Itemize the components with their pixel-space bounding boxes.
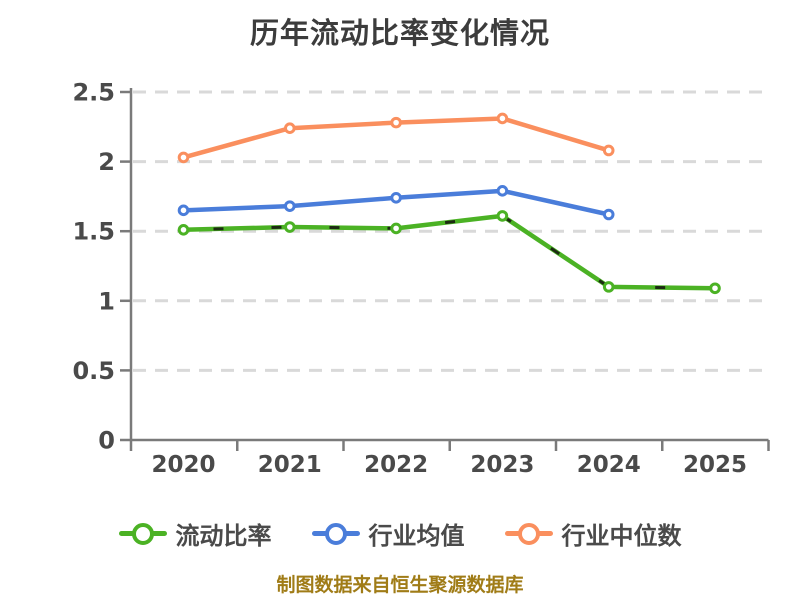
data-point-industry-median xyxy=(496,112,509,125)
x-tick-label: 2024 xyxy=(577,452,641,478)
legend-label: 行业均值 xyxy=(368,522,465,550)
data-point-industry-mean xyxy=(177,204,190,217)
legend-circle-swatch xyxy=(324,522,347,545)
x-tick-label: 2025 xyxy=(683,452,747,478)
y-tick-label: 1.5 xyxy=(72,218,115,246)
legend-item-industry-median: 行业中位数 xyxy=(504,516,682,551)
chart-title: 历年流动比率变化情况 xyxy=(249,16,550,50)
data-point-current-ratio xyxy=(390,222,402,235)
x-tick-label: 2023 xyxy=(470,452,534,478)
data-source-note: 制图数据来自恒生聚源数据库 xyxy=(276,574,524,596)
data-point-current-ratio xyxy=(177,224,190,236)
legend-circle-swatch xyxy=(517,522,540,545)
data-point-industry-median xyxy=(390,116,402,129)
data-point-industry-mean xyxy=(602,208,615,221)
data-point-industry-median xyxy=(284,122,296,134)
legend-circle-swatch xyxy=(131,522,154,545)
data-point-current-ratio xyxy=(496,210,509,222)
line-circle-marker-icon xyxy=(504,522,553,545)
x-tick-label: 2022 xyxy=(364,452,428,478)
line-circle-marker-icon xyxy=(311,522,360,545)
y-tick-label: 2.5 xyxy=(72,79,115,107)
x-tick-label: 2020 xyxy=(151,452,215,478)
y-tick-label: 2 xyxy=(98,148,115,176)
series-line-dash-overlay xyxy=(183,214,716,290)
data-point-current-ratio xyxy=(284,221,296,233)
legend-label: 行业中位数 xyxy=(561,522,682,550)
y-tick-label: 0 xyxy=(98,427,115,455)
y-tick-label: 0.5 xyxy=(72,357,115,385)
data-point-industry-median xyxy=(602,144,615,157)
legend-label: 流动比率 xyxy=(175,522,272,550)
series-line-current-ratio xyxy=(181,213,718,291)
legend-item-industry-mean: 行业均值 xyxy=(311,516,465,551)
line-chart: 0 0.5 1 1.5 2 2.5 2020 2021 2022 2023 2024 2025 xyxy=(72,79,770,478)
y-tick-label: 1 xyxy=(98,287,115,315)
data-point-current-ratio xyxy=(602,281,615,293)
data-point-industry-median xyxy=(177,151,190,164)
data-point-current-ratio xyxy=(709,282,721,295)
chart-legend: 流动比率 行业均值 行业中位数 xyxy=(0,516,800,551)
data-point-industry-mean xyxy=(284,200,296,212)
x-tick-label: 2021 xyxy=(258,452,322,478)
line-circle-marker-icon xyxy=(118,522,167,545)
data-point-industry-mean xyxy=(390,191,402,204)
legend-item-current-ratio: 流动比率 xyxy=(118,516,272,551)
data-point-industry-mean xyxy=(496,185,509,197)
